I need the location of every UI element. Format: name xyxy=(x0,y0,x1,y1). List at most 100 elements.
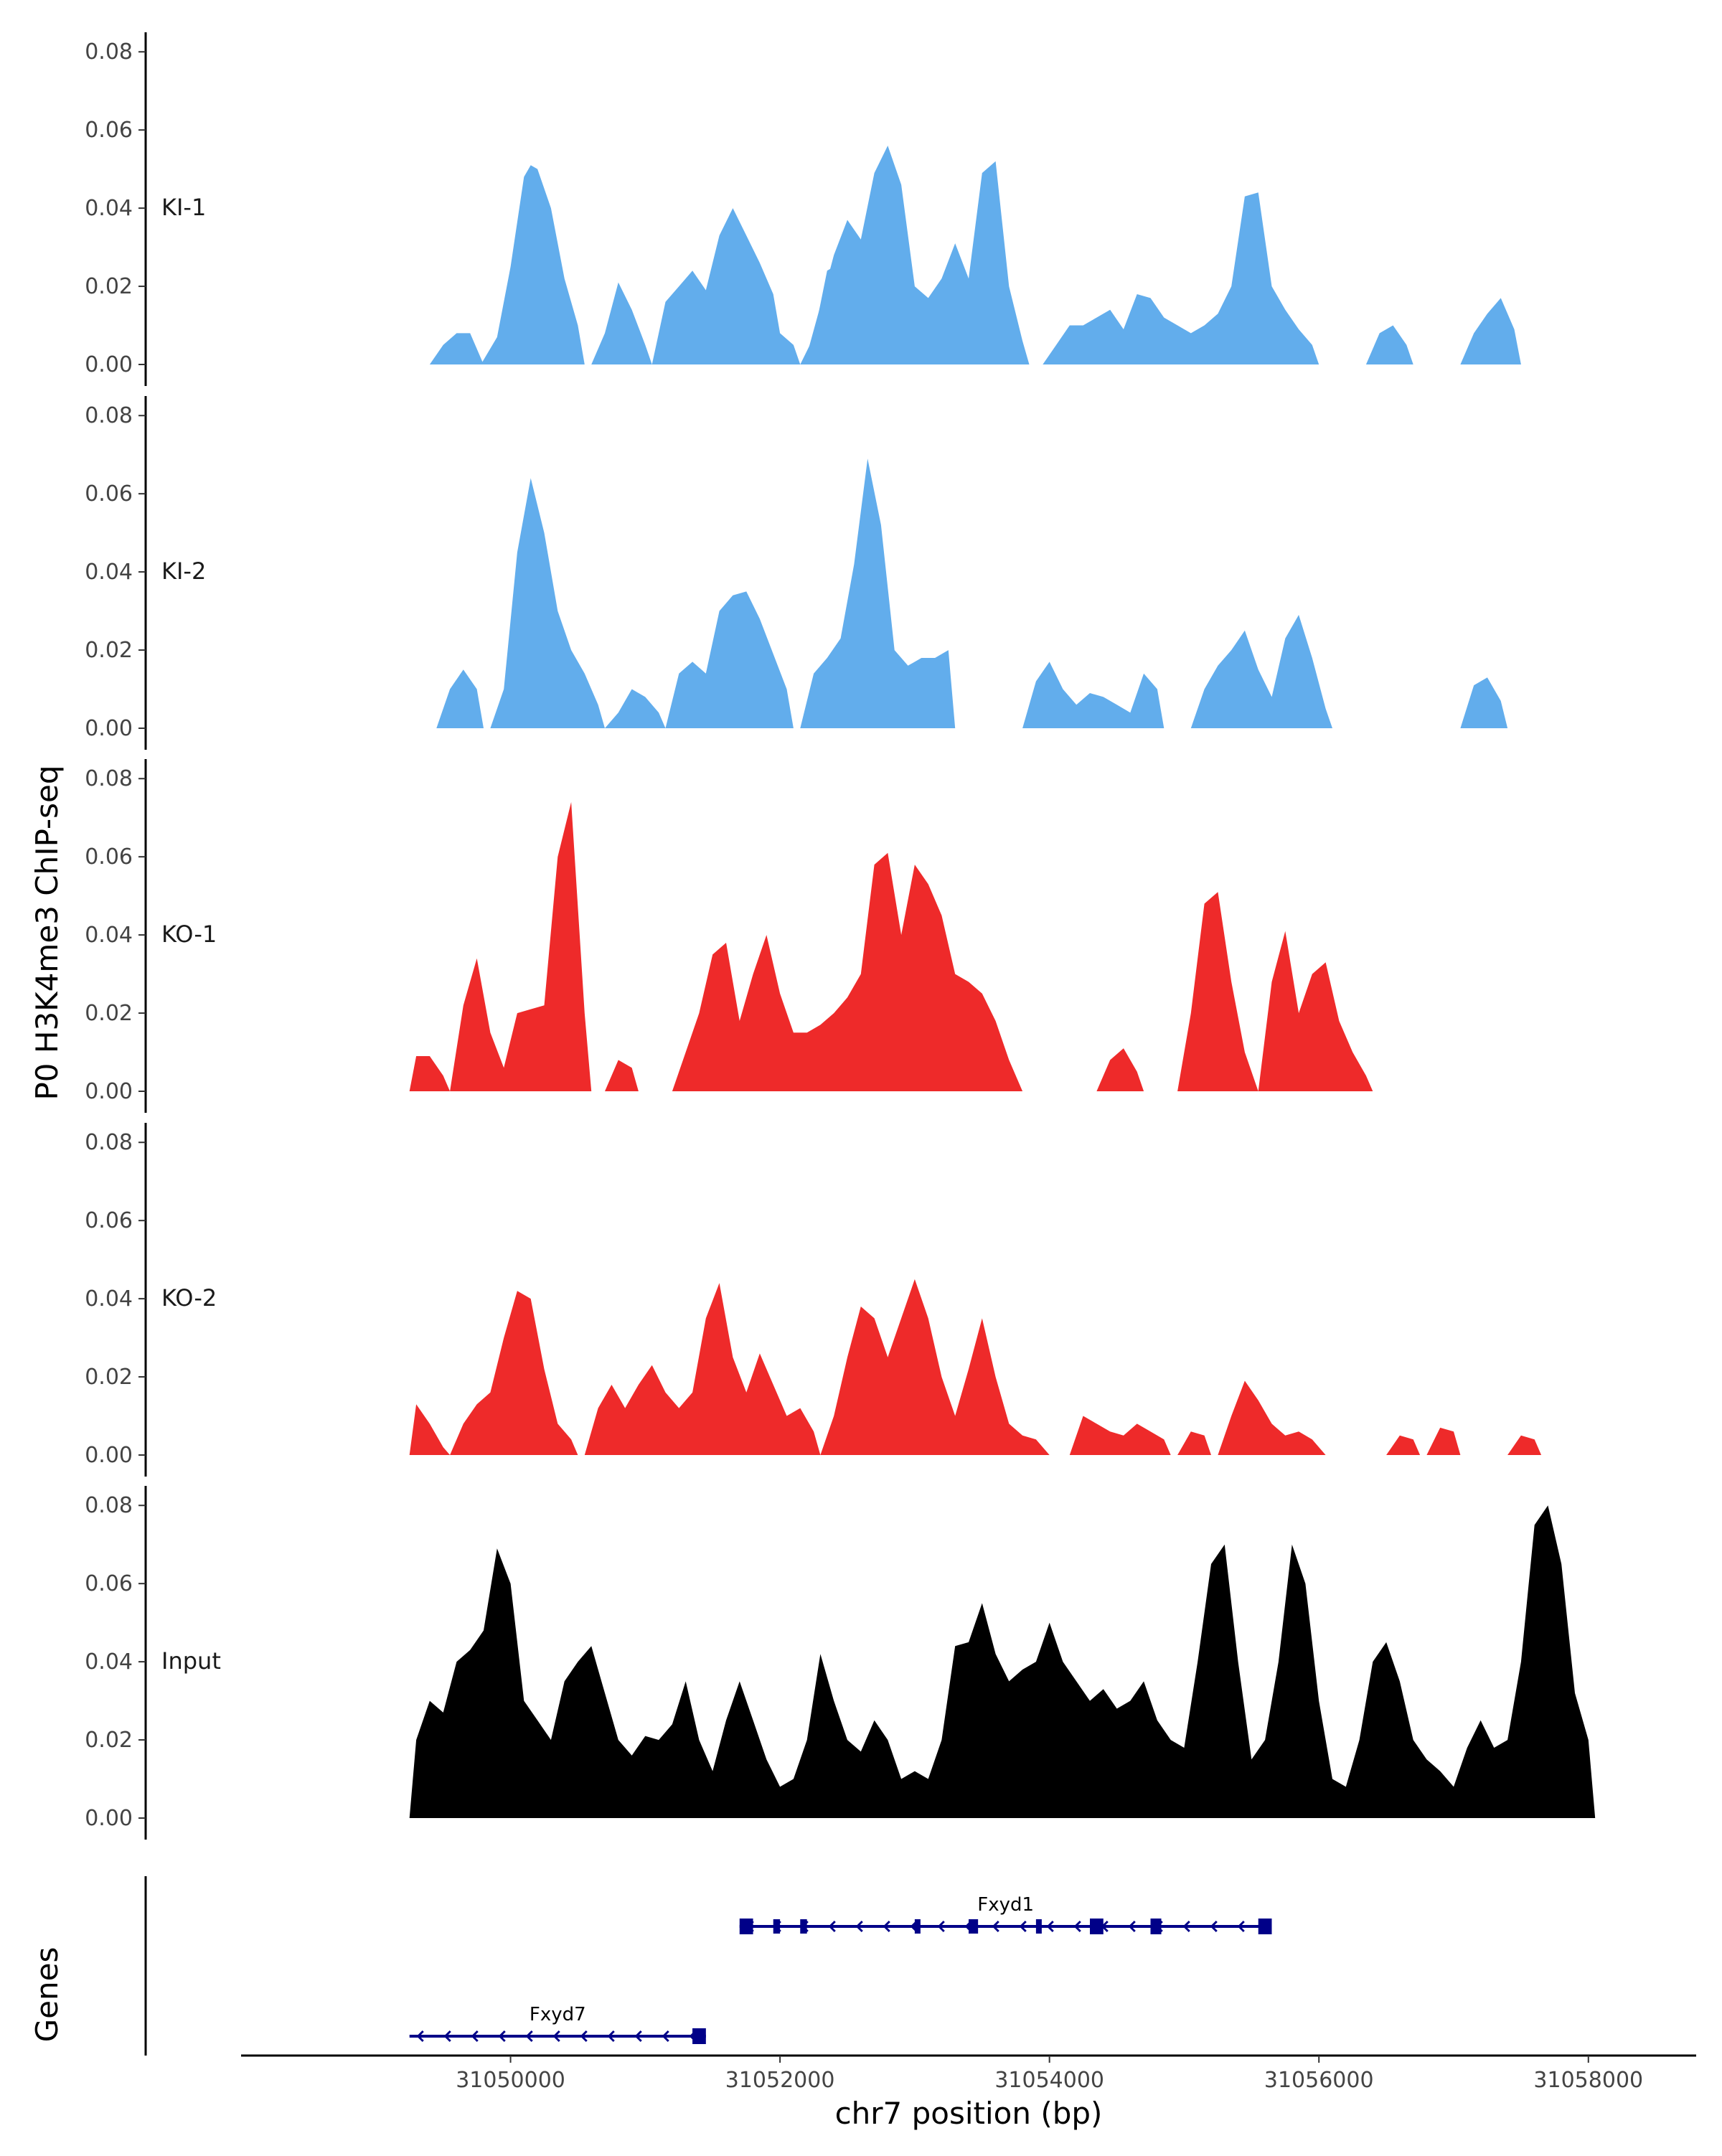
coverage-area xyxy=(1096,1048,1144,1091)
strand-arrow xyxy=(498,2030,506,2043)
coverage-area xyxy=(1507,1435,1542,1455)
strand-arrow xyxy=(471,2030,479,2043)
x-tick-label: 31052000 xyxy=(725,2068,835,2093)
strand-arrow xyxy=(607,2030,615,2043)
strand-arrow xyxy=(828,1920,836,1933)
y-tick-label: 0.06 xyxy=(85,118,133,143)
coverage-area xyxy=(1365,325,1413,364)
y-tick-label: 0.00 xyxy=(85,1806,133,1831)
coverage-area xyxy=(800,458,956,728)
coverage-area xyxy=(1177,1431,1211,1455)
x-axis: 31050000 31052000 31054000 31056000 31058000 xyxy=(241,2054,1696,2093)
coverage-area xyxy=(1177,892,1258,1091)
coverage-area xyxy=(605,1060,639,1091)
coverage-area xyxy=(409,1056,451,1091)
exon xyxy=(1035,1919,1042,1934)
y-tick-label: 0.04 xyxy=(85,923,133,948)
y-tick-label: 0.08 xyxy=(85,403,133,428)
coverage-area xyxy=(450,1291,578,1455)
gene-fxyd7: Fxyd7 xyxy=(409,2004,706,2044)
exon xyxy=(773,1919,781,1934)
y-tick-label: 0.00 xyxy=(85,716,133,741)
coverage-area xyxy=(409,1505,1596,1818)
y-tick-label: 0.00 xyxy=(85,352,133,377)
strand-arrow xyxy=(855,1920,863,1933)
track-ko-2: 0.00 0.02 0.04 0.06 0.08 KO-2 xyxy=(85,1123,1542,1477)
y-tick-label: 0.00 xyxy=(85,1443,133,1468)
coverage-area xyxy=(409,1404,451,1455)
track-label: KO-2 xyxy=(161,1284,217,1312)
track-input: 0.00 0.02 0.04 0.06 0.08 Input xyxy=(85,1486,1596,1840)
coverage-area xyxy=(591,282,652,364)
genes-axis-title: Genes xyxy=(29,1947,65,2043)
y-tick-label: 0.02 xyxy=(85,1365,133,1390)
strand-arrow xyxy=(443,2030,451,2043)
y-tick-label: 0.00 xyxy=(85,1079,133,1104)
track-ki-1: 0.00 0.02 0.04 0.06 0.08 KI-1 xyxy=(85,32,1521,386)
coverage-area xyxy=(1258,931,1373,1091)
y-tick-label: 0.06 xyxy=(85,481,133,507)
coverage-area xyxy=(1460,298,1521,364)
strand-arrow xyxy=(1046,1920,1054,1933)
coverage-tracks: 0.00 0.02 0.04 0.06 0.08 KI-1 0.00 0.02 0.04 0.06… xyxy=(85,32,1596,1840)
coverage-area xyxy=(481,165,585,364)
strand-arrow xyxy=(883,1920,890,1933)
strand-arrow xyxy=(1237,1920,1245,1933)
y-tick-label: 0.08 xyxy=(85,766,133,791)
coverage-area xyxy=(1386,1435,1421,1455)
track-label: KI-1 xyxy=(161,194,206,221)
exon xyxy=(914,1919,921,1934)
gene-name-label: Fxyd1 xyxy=(977,1894,1034,1916)
strand-arrow xyxy=(525,2030,533,2043)
coverage-area xyxy=(651,208,801,364)
y-tick-label: 0.02 xyxy=(85,638,133,663)
coverage-area xyxy=(605,689,666,728)
exon xyxy=(1090,1919,1104,1934)
y-tick-label: 0.08 xyxy=(85,1130,133,1155)
coverage-area xyxy=(672,852,1023,1091)
y-tick-label: 0.02 xyxy=(85,274,133,299)
track-label: KI-2 xyxy=(161,557,206,585)
coverage-area xyxy=(804,146,1030,364)
exon xyxy=(1150,1919,1162,1934)
y-tick-label: 0.06 xyxy=(85,1208,133,1233)
strand-arrow xyxy=(1019,1920,1027,1933)
strand-arrow xyxy=(1128,1920,1136,1933)
coverage-area xyxy=(429,333,484,364)
track-ki-2: 0.00 0.02 0.04 0.06 0.08 KI-2 xyxy=(85,396,1508,750)
coverage-area xyxy=(1022,662,1165,728)
track-ko-1: 0.00 0.02 0.04 0.06 0.08 KO-1 xyxy=(85,759,1373,1113)
y-tick-label: 0.04 xyxy=(85,560,133,585)
coverage-area xyxy=(436,669,484,728)
x-tick-label: 31058000 xyxy=(1533,2068,1643,2093)
y-tick-label: 0.02 xyxy=(85,1001,133,1026)
x-tick-label: 31054000 xyxy=(994,2068,1104,2093)
y-tick-label: 0.04 xyxy=(85,1649,133,1675)
gene-fxyd1: Fxyd1 xyxy=(739,1894,1272,1934)
genes-track: Fxyd1 Fxyd7 xyxy=(144,1876,1272,2056)
y-tick-label: 0.04 xyxy=(85,1286,133,1312)
exon xyxy=(739,1919,753,1934)
exon xyxy=(969,1919,979,1934)
strand-arrow xyxy=(992,1920,999,1933)
x-axis-title: chr7 position (bp) xyxy=(835,2096,1103,2131)
y-tick-label: 0.08 xyxy=(85,1493,133,1518)
strand-arrow xyxy=(1210,1920,1218,1933)
exon xyxy=(692,2028,706,2044)
coverage-area xyxy=(1426,1427,1461,1455)
x-tick-label: 31050000 xyxy=(456,2068,565,2093)
y-axis-title: P0 H3K4me3 ChIP-seq xyxy=(29,765,65,1100)
coverage-area xyxy=(1043,192,1319,364)
coverage-area xyxy=(820,1279,1050,1455)
y-tick-label: 0.04 xyxy=(85,196,133,221)
track-label: KO-1 xyxy=(161,921,217,948)
strand-arrow xyxy=(634,2030,642,2043)
coverage-area xyxy=(490,478,605,728)
coverage-area xyxy=(1460,677,1508,728)
strand-arrow xyxy=(1182,1920,1190,1933)
coverage-area xyxy=(1218,1380,1326,1455)
strand-arrow xyxy=(937,1920,945,1933)
y-tick-label: 0.06 xyxy=(85,844,133,870)
